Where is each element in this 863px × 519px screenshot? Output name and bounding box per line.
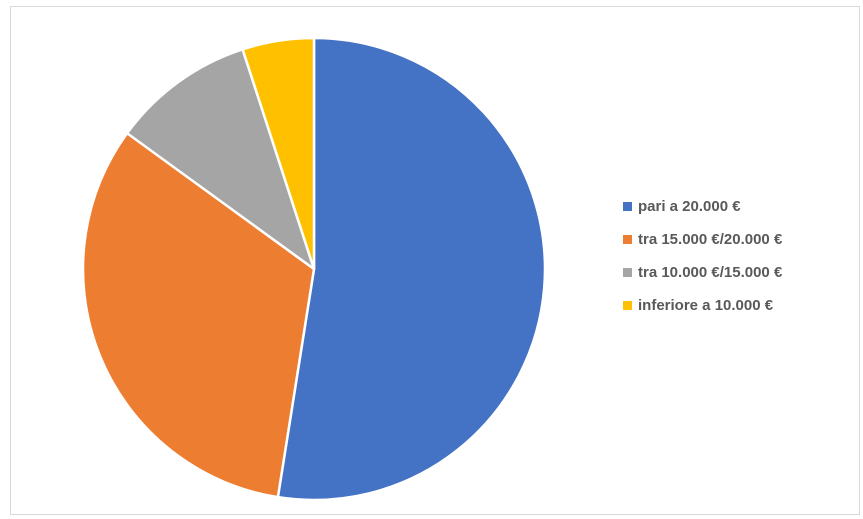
pie-slice-3 <box>125 48 316 271</box>
legend-item-2: tra 15.000 €/20.000 € <box>623 228 782 250</box>
legend-swatch-4 <box>623 300 632 310</box>
legend-label-3: tra 10.000 €/15.000 € <box>638 263 783 281</box>
legend-item-3: tra 10.000 €/15.000 € <box>623 261 782 283</box>
chart-frame: pari a 20.000 € tra 15.000 €/20.000 € tra … <box>10 6 860 515</box>
legend-label-4: inferiore a 10.000 € <box>638 296 774 314</box>
pie-chart <box>81 36 547 502</box>
legend-label-2: tra 15.000 €/20.000 € <box>638 230 783 248</box>
pie-slices <box>81 36 547 502</box>
legend-swatch-1 <box>623 201 632 211</box>
pie-slice-2 <box>81 131 316 499</box>
legend-swatch-3 <box>623 267 632 277</box>
legend: pari a 20.000 € tra 15.000 €/20.000 € tra … <box>623 195 782 316</box>
pie-slice-1 <box>276 36 547 502</box>
pie-slice-4 <box>241 36 316 271</box>
legend-label-1: pari a 20.000 € <box>638 197 741 215</box>
legend-item-4: inferiore a 10.000 € <box>623 294 782 316</box>
legend-item-1: pari a 20.000 € <box>623 195 782 217</box>
legend-swatch-2 <box>623 234 632 244</box>
